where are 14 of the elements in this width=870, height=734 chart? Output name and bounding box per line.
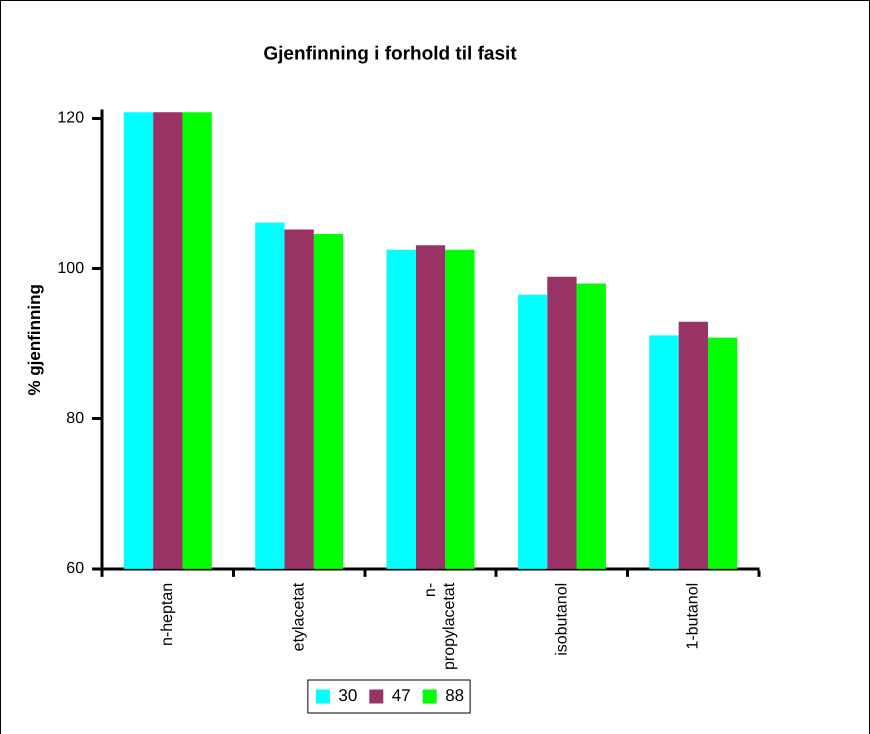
legend-label: 88 <box>445 686 464 706</box>
y-tick-label: 120 <box>57 110 84 127</box>
legend-label: 47 <box>392 686 411 706</box>
y-tick-label: 100 <box>57 260 84 277</box>
y-tick-label: 80 <box>66 410 84 428</box>
legend-label: 30 <box>338 686 358 706</box>
x-tick-label: etylacetat <box>290 582 308 652</box>
x-tick-label: n-propylacetat <box>422 582 458 670</box>
x-tick-label: n-heptan <box>159 582 176 646</box>
x-tick-label: 1-butanol <box>684 582 702 650</box>
x-tick-label: isobutanol <box>553 582 570 656</box>
chart-title: Gjenfinning i forhold til fasit <box>263 44 518 65</box>
y-tick-label: 60 <box>66 560 84 578</box>
y-axis-title: % gjenfinning <box>24 284 44 396</box>
